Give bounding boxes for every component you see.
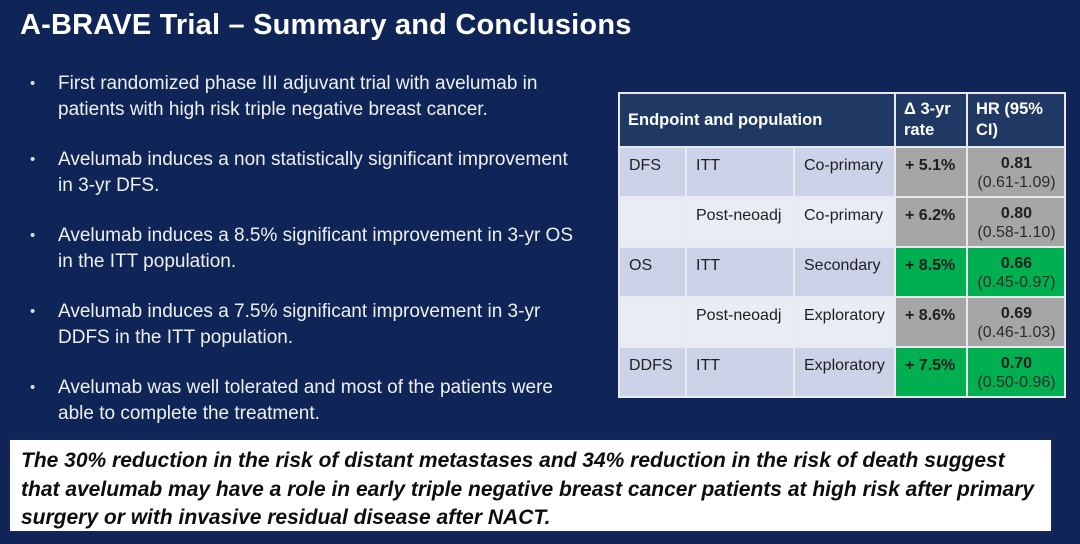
- bullet-text: Avelumab induces a 8.5% significant impr…: [58, 225, 574, 272]
- cell-endpoint: [618, 196, 687, 248]
- table-row: OS ITT Secondary + 8.5% 0.66 (0.45-0.97): [618, 246, 1066, 298]
- hr-confidence-interval: (0.46-1.03): [977, 324, 1056, 341]
- table-row: Post-neoadj Co-primary + 6.2% 0.80 (0.58-1.1…: [618, 196, 1066, 248]
- endpoint-results-table: Endpoint and population Δ 3-yr rate HR (…: [618, 92, 1066, 398]
- hr-confidence-interval: (0.61-1.09): [977, 174, 1056, 191]
- cell-hazard-ratio: 0.81 (0.61-1.09): [966, 146, 1066, 198]
- bullet-text: Avelumab was well tolerated and most of …: [58, 377, 553, 424]
- bullet-icon: •: [30, 379, 36, 396]
- table-header-row: Endpoint and population Δ 3-yr rate HR (…: [618, 92, 1066, 148]
- cell-endpoint: DDFS: [618, 346, 687, 398]
- summary-bullet-list: • First randomized phase III adjuvant tr…: [30, 71, 575, 451]
- hr-value: 0.81: [1000, 155, 1033, 172]
- bullet-icon: •: [30, 227, 36, 244]
- cell-role: Exploratory: [793, 296, 896, 348]
- cell-endpoint: [618, 296, 687, 348]
- conclusion-box: The 30% reduction in the risk of distant…: [7, 437, 1054, 534]
- cell-population: ITT: [685, 246, 795, 298]
- bullet-text: Avelumab induces a non statistically sig…: [58, 149, 568, 196]
- bullet-item: • Avelumab was well tolerated and most o…: [30, 375, 575, 426]
- cell-role: Secondary: [793, 246, 896, 298]
- bullet-text: First randomized phase III adjuvant tria…: [58, 73, 538, 120]
- cell-delta-3yr-rate: + 6.2%: [894, 196, 968, 248]
- cell-delta-3yr-rate: + 7.5%: [894, 346, 968, 398]
- table-row: DFS ITT Co-primary + 5.1% 0.81 (0.61-1.09): [618, 146, 1066, 198]
- hr-value: 0.70: [1000, 355, 1033, 372]
- cell-population: ITT: [685, 146, 795, 198]
- table-row: DDFS ITT Exploratory + 7.5% 0.70 (0.50-0.96): [618, 346, 1066, 398]
- bullet-item: • Avelumab induces a 8.5% significant im…: [30, 223, 575, 274]
- cell-population: Post-neoadj: [685, 196, 795, 248]
- hr-confidence-interval: (0.50-0.96): [977, 374, 1056, 391]
- cell-endpoint: OS: [618, 246, 687, 298]
- hr-value: 0.66: [1000, 255, 1033, 272]
- bullet-icon: •: [30, 75, 36, 92]
- bullet-item: • First randomized phase III adjuvant tr…: [30, 71, 575, 122]
- cell-hazard-ratio: 0.66 (0.45-0.97): [966, 246, 1066, 298]
- hr-confidence-interval: (0.45-0.97): [977, 274, 1056, 291]
- cell-hazard-ratio: 0.69 (0.46-1.03): [966, 296, 1066, 348]
- bullet-icon: •: [30, 303, 36, 320]
- table-body: DFS ITT Co-primary + 5.1% 0.81 (0.61-1.09) Pos…: [618, 146, 1066, 398]
- cell-delta-3yr-rate: + 5.1%: [894, 146, 968, 198]
- cell-endpoint: DFS: [618, 146, 687, 198]
- hr-value: 0.69: [1000, 305, 1033, 322]
- cell-delta-3yr-rate: + 8.5%: [894, 246, 968, 298]
- cell-hazard-ratio: 0.70 (0.50-0.96): [966, 346, 1066, 398]
- slide-title: A-BRAVE Trial – Summary and Conclusions: [20, 9, 632, 41]
- bullet-icon: •: [30, 151, 36, 168]
- header-hr-95ci: HR (95% CI): [966, 92, 1066, 148]
- header-delta-3yr-rate: Δ 3-yr rate: [894, 92, 968, 148]
- cell-role: Co-primary: [793, 196, 896, 248]
- cell-role: Exploratory: [793, 346, 896, 398]
- conclusion-text: The 30% reduction in the risk of distant…: [21, 449, 1035, 529]
- hr-value: 0.80: [1000, 205, 1033, 222]
- bullet-item: • Avelumab induces a 7.5% significant im…: [30, 299, 575, 350]
- hr-confidence-interval: (0.58-1.10): [977, 224, 1056, 241]
- bullet-text: Avelumab induces a 7.5% significant impr…: [58, 301, 541, 348]
- cell-delta-3yr-rate: + 8.6%: [894, 296, 968, 348]
- cell-hazard-ratio: 0.80 (0.58-1.10): [966, 196, 1066, 248]
- cell-population: Post-neoadj: [685, 296, 795, 348]
- header-endpoint-population: Endpoint and population: [618, 92, 896, 148]
- cell-population: ITT: [685, 346, 795, 398]
- table-row: Post-neoadj Exploratory + 8.6% 0.69 (0.46-1.…: [618, 296, 1066, 348]
- cell-role: Co-primary: [793, 146, 896, 198]
- bullet-item: • Avelumab induces a non statistically s…: [30, 147, 575, 198]
